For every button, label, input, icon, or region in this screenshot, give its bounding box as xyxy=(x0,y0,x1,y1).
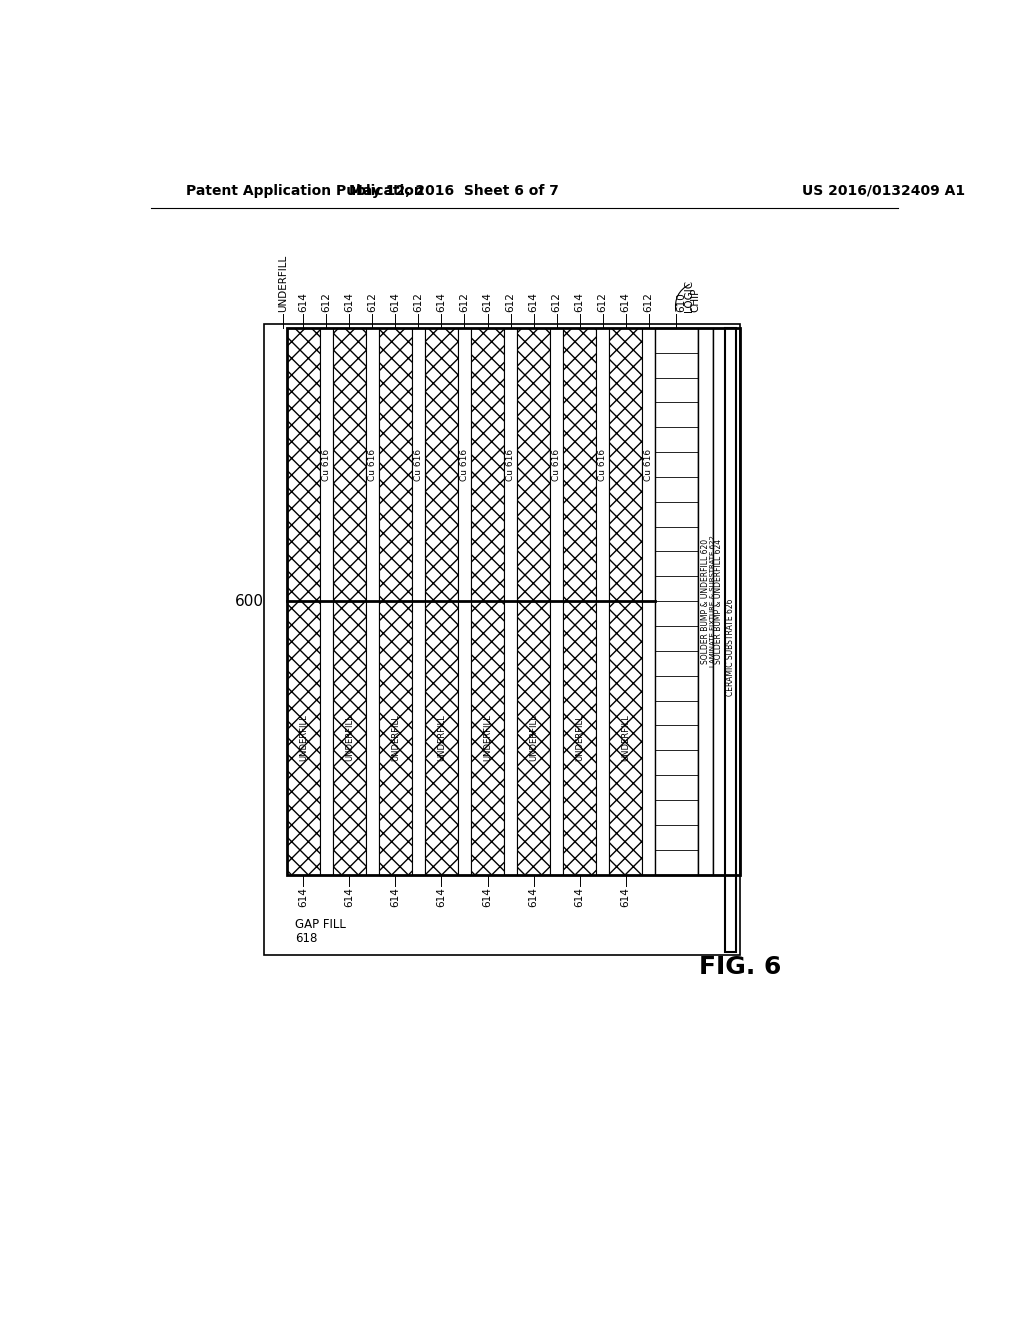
Text: 614: 614 xyxy=(390,293,400,313)
Text: 600: 600 xyxy=(236,594,264,609)
Bar xyxy=(379,327,412,875)
Text: 614: 614 xyxy=(344,887,354,907)
Text: Patent Application Publication: Patent Application Publication xyxy=(186,183,424,198)
Bar xyxy=(412,327,425,875)
Text: 612: 612 xyxy=(552,293,561,313)
Text: Cu 616: Cu 616 xyxy=(552,449,561,480)
Text: 612: 612 xyxy=(322,293,332,313)
Text: 612: 612 xyxy=(368,293,378,313)
Bar xyxy=(321,327,333,875)
Text: Cu 616: Cu 616 xyxy=(644,449,653,480)
Text: 614: 614 xyxy=(298,293,308,313)
Text: 614: 614 xyxy=(621,887,631,907)
Text: LAMINATE FIXTURE & SUBSTRATE 622: LAMINATE FIXTURE & SUBSTRATE 622 xyxy=(710,535,716,667)
Bar xyxy=(263,323,740,956)
Text: 612: 612 xyxy=(598,293,607,313)
Bar xyxy=(725,327,736,952)
Text: UNDERFILL: UNDERFILL xyxy=(299,714,308,762)
Text: 614: 614 xyxy=(621,293,631,313)
Text: GAP FILL: GAP FILL xyxy=(295,917,345,931)
Text: 614: 614 xyxy=(344,293,354,313)
Text: 614: 614 xyxy=(482,887,493,907)
Bar xyxy=(713,327,725,875)
Text: SOLDER BUMP & UNDERFILL 620: SOLDER BUMP & UNDERFILL 620 xyxy=(700,539,710,664)
Text: 618: 618 xyxy=(295,932,317,945)
Text: UNDERFILL: UNDERFILL xyxy=(391,714,400,762)
Text: UNDERFILL: UNDERFILL xyxy=(483,714,492,762)
Bar xyxy=(504,327,517,875)
Text: FIG. 6: FIG. 6 xyxy=(699,954,781,979)
Text: 614: 614 xyxy=(390,887,400,907)
Bar xyxy=(458,327,471,875)
Bar xyxy=(517,327,550,875)
Text: UNDERFILL: UNDERFILL xyxy=(621,714,630,762)
Text: 614: 614 xyxy=(528,887,539,907)
Text: 614: 614 xyxy=(436,887,446,907)
Text: Cu 616: Cu 616 xyxy=(368,449,377,480)
Text: 612: 612 xyxy=(414,293,424,313)
Bar xyxy=(550,327,563,875)
Text: Cu 616: Cu 616 xyxy=(322,449,331,480)
Bar xyxy=(609,327,642,875)
Text: 612: 612 xyxy=(460,293,469,313)
Text: 614: 614 xyxy=(574,887,585,907)
Text: 614: 614 xyxy=(528,293,539,313)
Bar xyxy=(425,327,458,875)
Text: Cu 616: Cu 616 xyxy=(414,449,423,480)
Text: 610: 610 xyxy=(676,293,686,313)
Text: 612: 612 xyxy=(643,293,653,313)
Text: Cu 616: Cu 616 xyxy=(460,449,469,480)
Bar xyxy=(697,327,713,875)
Bar xyxy=(642,327,655,875)
Bar xyxy=(366,327,379,875)
Text: UNDERFILL: UNDERFILL xyxy=(529,714,538,762)
Text: UNDERFILL: UNDERFILL xyxy=(278,255,288,313)
Text: Cu 616: Cu 616 xyxy=(598,449,607,480)
Text: Cu 616: Cu 616 xyxy=(506,449,515,480)
Text: CHIP: CHIP xyxy=(690,288,700,313)
Text: 614: 614 xyxy=(436,293,446,313)
Text: UNDERFILL: UNDERFILL xyxy=(345,714,354,762)
Text: UNDERFILL: UNDERFILL xyxy=(437,714,446,762)
Bar xyxy=(596,327,609,875)
Text: May 12, 2016  Sheet 6 of 7: May 12, 2016 Sheet 6 of 7 xyxy=(348,183,558,198)
Text: 614: 614 xyxy=(574,293,585,313)
Text: CERAMIC SUBSTRATE 626: CERAMIC SUBSTRATE 626 xyxy=(726,598,735,696)
Bar xyxy=(655,327,697,875)
Bar xyxy=(287,327,321,875)
Text: 614: 614 xyxy=(482,293,493,313)
Text: LOGIC: LOGIC xyxy=(684,280,693,313)
Text: UNDERFILL: UNDERFILL xyxy=(575,714,584,762)
Bar xyxy=(563,327,596,875)
Text: US 2016/0132409 A1: US 2016/0132409 A1 xyxy=(802,183,966,198)
Bar xyxy=(287,327,740,875)
Text: 614: 614 xyxy=(298,887,308,907)
Text: SOLDER BUMP & UNDERFILL 624: SOLDER BUMP & UNDERFILL 624 xyxy=(715,539,723,664)
Bar xyxy=(471,327,504,875)
Bar xyxy=(333,327,366,875)
Text: 612: 612 xyxy=(506,293,515,313)
